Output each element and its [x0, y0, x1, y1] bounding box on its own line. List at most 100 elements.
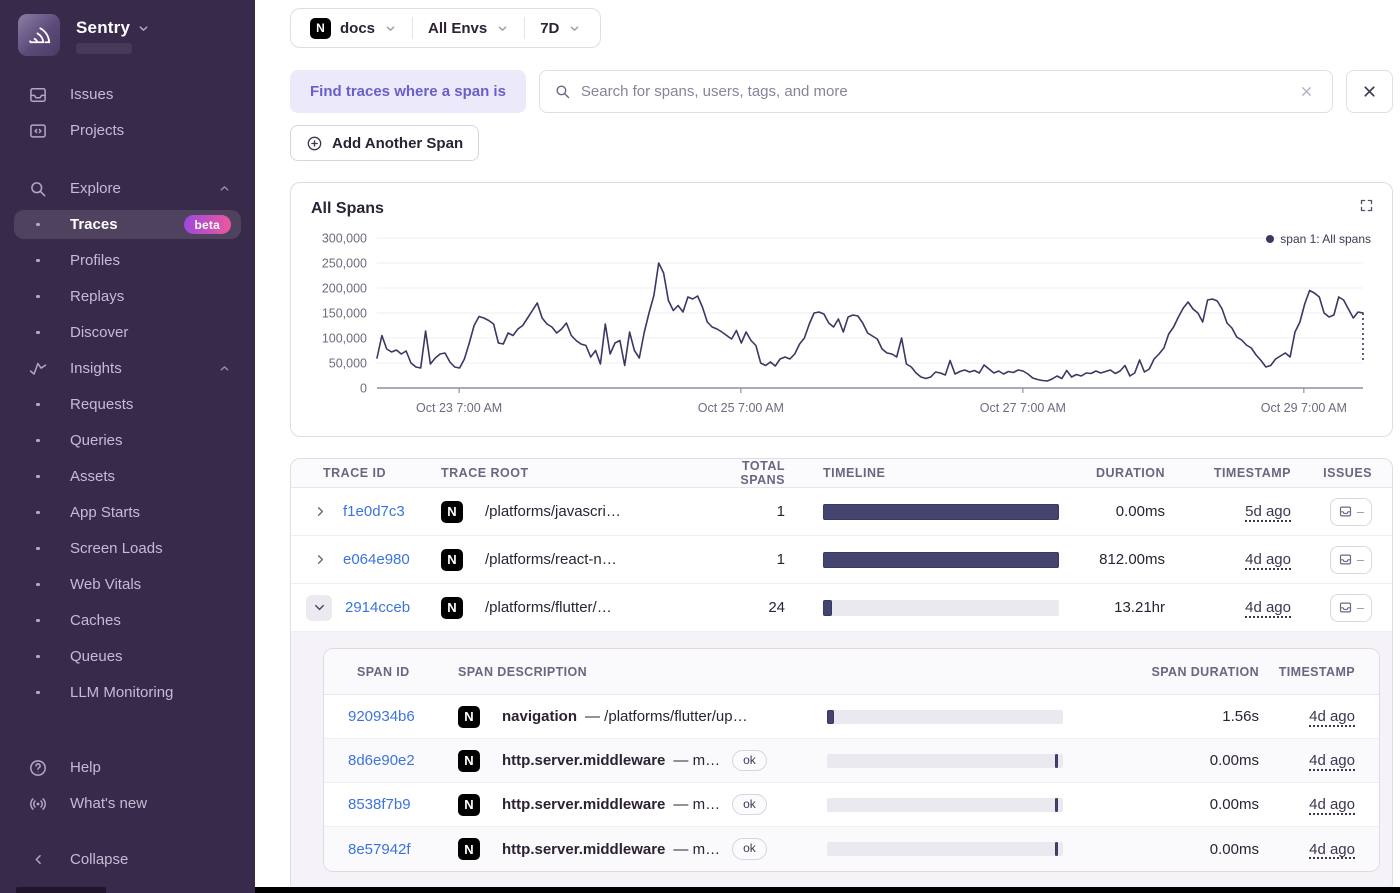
clear-search-icon[interactable] [1295, 80, 1318, 103]
sidebar-item-app-starts[interactable]: App Starts [14, 498, 241, 527]
sidebar-item-llm-monitoring[interactable]: LLM Monitoring [14, 678, 241, 707]
timeline-bar-track [823, 551, 1059, 568]
page-filters-row: N docs All Envs 7D [290, 8, 1393, 48]
sidebar-section-explore[interactable]: Explore [14, 174, 241, 203]
trace-row-e064e980[interactable]: e064e980 N/platforms/react-n… 1 812.00ms 4d… [291, 536, 1392, 584]
insights-icon [28, 359, 48, 379]
svg-text:250,000: 250,000 [322, 257, 367, 271]
chart-title: All Spans [311, 200, 384, 217]
trace-row-f1e0d7c3[interactable]: f1e0d7c3 N/platforms/javascri… 1 0.00ms 5d … [291, 488, 1392, 536]
span-id-link[interactable]: 8d6e90e2 [348, 752, 415, 769]
span-detail: — /platforms/flutter/up… [585, 708, 748, 725]
sidebar-item-projects[interactable]: Projects [14, 116, 241, 145]
collapse-row: Collapse [0, 845, 255, 881]
total-spans-value: 1 [776, 503, 785, 520]
expand-chart-icon[interactable] [1359, 198, 1374, 213]
sidebar-item-caches[interactable]: Caches [14, 606, 241, 635]
expand-trace-icon[interactable] [311, 550, 330, 569]
col-span-duration: SPAN DURATION [1151, 664, 1259, 679]
span-search-input[interactable] [580, 83, 1285, 100]
bullet-icon [28, 474, 48, 479]
add-another-span-button[interactable]: Add Another Span [290, 125, 480, 161]
brand-row: Sentry [0, 14, 255, 56]
project-selector-label: docs [340, 19, 376, 37]
sidebar-item-discover[interactable]: Discover [14, 318, 241, 347]
remove-span-filter-button[interactable] [1346, 70, 1393, 113]
trace-id-link[interactable]: e064e980 [343, 551, 410, 568]
expand-trace-icon[interactable] [311, 502, 330, 521]
sidebar-item-web-vitals[interactable]: Web Vitals [14, 570, 241, 599]
beta-badge: beta [183, 215, 231, 234]
chart-legend[interactable]: span 1: All spans [1266, 232, 1371, 246]
issues-button[interactable]: – [1330, 545, 1372, 574]
trace-id-link[interactable]: f1e0d7c3 [343, 503, 405, 520]
timeline-bar [1054, 797, 1059, 812]
bullet-icon [28, 222, 48, 227]
sidebar-item-help[interactable]: Help [14, 753, 241, 782]
sidebar-item-label: Help [70, 759, 101, 776]
chevron-left-icon [28, 852, 48, 867]
issues-button[interactable]: – [1330, 593, 1372, 622]
timestamp-value[interactable]: 5d ago [1245, 503, 1291, 520]
span-operation: http.server.middleware [502, 840, 666, 858]
col-timeline: TIMELINE [823, 466, 886, 480]
span-timestamp-value[interactable]: 4d ago [1309, 708, 1355, 725]
whats-new-icon [28, 794, 48, 814]
window-bottom-edge [255, 887, 1400, 893]
sidebar-item-what-s-new[interactable]: What's new [14, 789, 241, 818]
span-id-link[interactable]: 8e57942f [348, 840, 411, 858]
sidebar-item-label: Projects [70, 122, 125, 139]
main-content: N docs All Envs 7D Find traces where a s… [255, 0, 1400, 893]
duration-value: 13.21hr [1114, 599, 1165, 616]
projects-icon [28, 121, 48, 141]
svg-text:200,000: 200,000 [322, 282, 367, 296]
collapse-trace-icon[interactable] [306, 594, 332, 621]
sidebar-item-label: Issues [70, 86, 114, 103]
traces-table-panel: TRACE ID TRACE ROOT TOTAL SPANS TIMELINE… [290, 458, 1393, 893]
timestamp-value[interactable]: 4d ago [1245, 599, 1291, 616]
span-id-link[interactable]: 920934b6 [348, 708, 415, 725]
sidebar-item-label: LLM Monitoring [70, 684, 174, 701]
page-filter-bar: N docs All Envs 7D [290, 8, 602, 48]
traces-table-body: f1e0d7c3 N/platforms/javascri… 1 0.00ms 5d … [291, 488, 1392, 892]
bullet-icon [28, 438, 48, 443]
date-range-selector[interactable]: 7D [525, 9, 596, 47]
trace-root: /platforms/javascri… [485, 503, 621, 520]
svg-text:Oct 23 7:00 AM: Oct 23 7:00 AM [416, 401, 502, 415]
plus-circle-icon [307, 136, 322, 150]
issues-inbox-icon [1338, 504, 1353, 519]
sidebar-item-screen-loads[interactable]: Screen Loads [14, 534, 241, 563]
bullet-icon [28, 330, 48, 335]
trace-row-2914cceb[interactable]: 2914cceb N/platforms/flutter/… 24 13.21hr 4… [291, 584, 1392, 632]
legend-dot-icon [1266, 235, 1275, 243]
sidebar-item-traces[interactable]: Traces beta [14, 210, 241, 239]
sidebar-item-label: Assets [70, 468, 116, 485]
sidebar-item-issues[interactable]: Issues [14, 80, 241, 109]
span-duration-value: 1.56s [1222, 708, 1259, 725]
span-timestamp-value[interactable]: 4d ago [1309, 796, 1355, 813]
divider [412, 17, 414, 39]
environment-selector[interactable]: All Envs [413, 9, 524, 47]
sidebar-section-insights[interactable]: Insights [14, 354, 241, 383]
trace-id-link[interactable]: 2914cceb [345, 599, 411, 616]
sidebar-item-queries[interactable]: Queries [14, 426, 241, 455]
sidebar-item-profiles[interactable]: Profiles [14, 246, 241, 275]
span-timestamp-value[interactable]: 4d ago [1309, 752, 1355, 769]
sidebar-collapse-button[interactable]: Collapse [14, 845, 241, 874]
span-timestamp-value[interactable]: 4d ago [1309, 840, 1355, 858]
span-status-badge: ok [732, 793, 767, 816]
sidebar-item-replays[interactable]: Replays [14, 282, 241, 311]
sidebar-item-assets[interactable]: Assets [14, 462, 241, 491]
timestamp-value[interactable]: 4d ago [1245, 551, 1291, 568]
span-id-link[interactable]: 8538f7b9 [348, 796, 411, 813]
sentry-logo[interactable] [18, 14, 60, 56]
org-switcher[interactable]: Sentry [76, 18, 150, 38]
project-selector[interactable]: N docs [295, 9, 412, 47]
sidebar-item-queues[interactable]: Queues [14, 642, 241, 671]
issues-button[interactable]: – [1330, 497, 1372, 526]
sidebar-item-requests[interactable]: Requests [14, 390, 241, 419]
